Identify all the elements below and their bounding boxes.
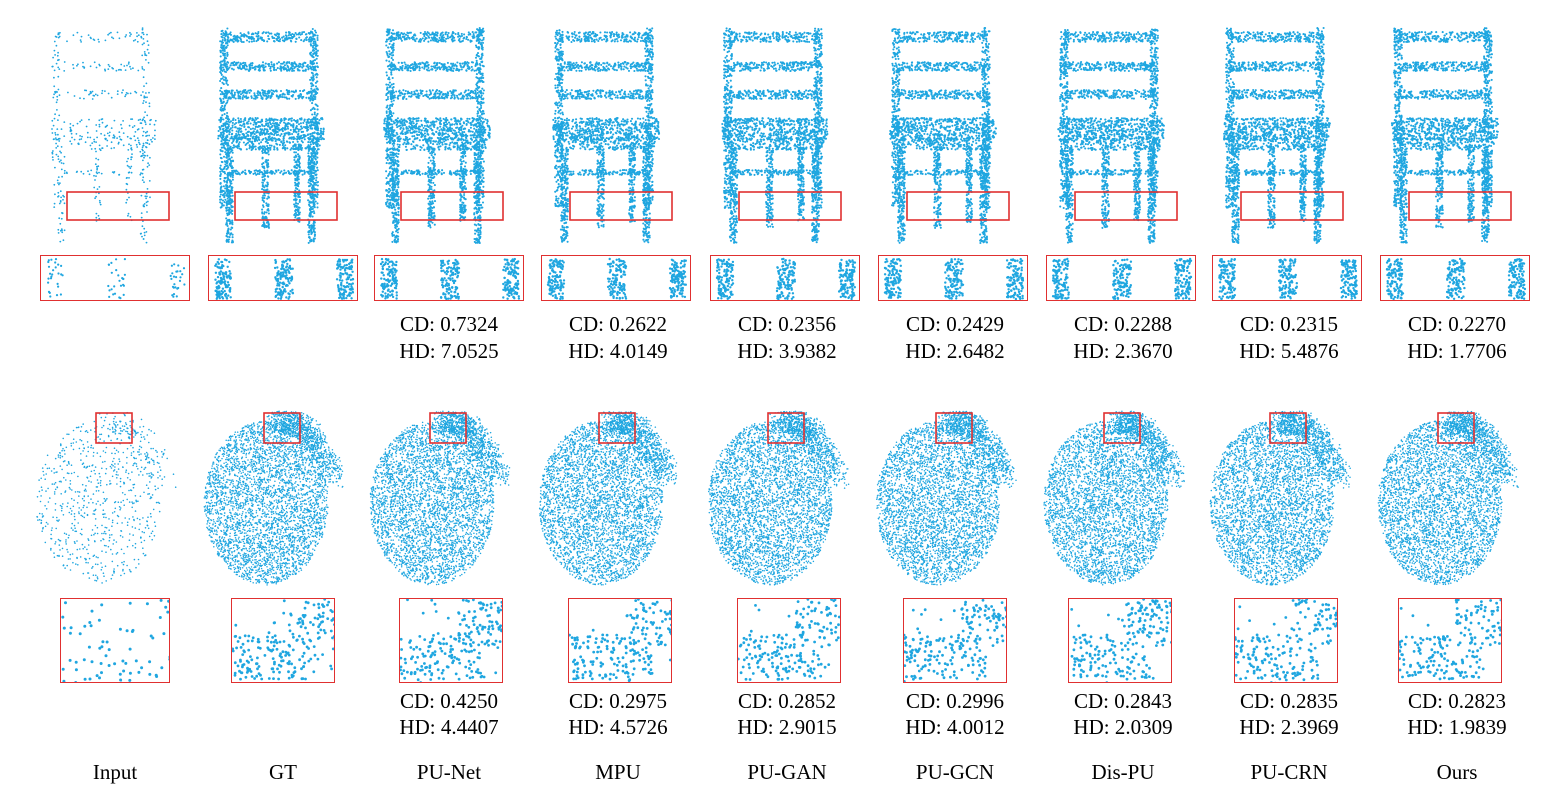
chair-cd-metric: CD: 0.2622 [533, 311, 703, 338]
chair-pointcloud [1372, 20, 1522, 245]
hand-hd-metric: HD: 2.0309 [1038, 714, 1208, 741]
hand-zoom-patch [737, 598, 841, 683]
chair-highlight-box [1241, 192, 1343, 220]
hand-cd-metric: CD: 0.4250 [364, 688, 534, 715]
chair-hd-metric: HD: 5.4876 [1204, 338, 1374, 365]
chair-cd-metric: CD: 0.2356 [702, 311, 872, 338]
chair-zoom-patch [1212, 255, 1362, 301]
chair-zoom-patch [40, 255, 190, 301]
chair-highlight-box [570, 192, 672, 220]
chair-highlight-box [907, 192, 1009, 220]
chair-hd-metric: HD: 1.7706 [1372, 338, 1542, 365]
chair-zoom-patch [208, 255, 358, 301]
method-label: GT [198, 760, 368, 785]
hand-pointcloud [198, 385, 358, 595]
method-column-dis-pu: CD: 0.2288 HD: 2.3670 CD: 0.2843 HD: 2.0… [1038, 0, 1208, 802]
method-label: Dis-PU [1038, 760, 1208, 785]
hand-zoom-patch [568, 598, 672, 683]
hand-hd-metric: HD: 2.9015 [702, 714, 872, 741]
hand-zoom-patch [903, 598, 1007, 683]
method-label: Input [30, 760, 200, 785]
method-label: Ours [1372, 760, 1542, 785]
chair-zoom-patch [541, 255, 691, 301]
chair-pointcloud [702, 20, 852, 245]
method-column-pu-net: CD: 0.7324 HD: 7.0525 CD: 0.4250 HD: 4.4… [364, 0, 534, 802]
chair-hd-metric: HD: 2.3670 [1038, 338, 1208, 365]
chair-highlight-box [235, 192, 337, 220]
hand-pointcloud [533, 385, 693, 595]
chair-zoom-patch [878, 255, 1028, 301]
hand-pointcloud [30, 385, 190, 595]
hand-cd-metric: CD: 0.2975 [533, 688, 703, 715]
hand-hd-metric: HD: 4.0012 [870, 714, 1040, 741]
hand-hd-metric: HD: 1.9839 [1372, 714, 1542, 741]
chair-hd-metric: HD: 2.6482 [870, 338, 1040, 365]
chair-pointcloud [198, 20, 348, 245]
chair-highlight-box [401, 192, 503, 220]
hand-zoom-patch [60, 598, 170, 683]
chair-highlight-box [739, 192, 841, 220]
hand-hd-metric: HD: 4.4407 [364, 714, 534, 741]
chair-zoom-patch [1046, 255, 1196, 301]
chair-pointcloud [870, 20, 1020, 245]
method-label: PU-GAN [702, 760, 872, 785]
hand-pointcloud [1038, 385, 1198, 595]
method-label: MPU [533, 760, 703, 785]
hand-cd-metric: CD: 0.2843 [1038, 688, 1208, 715]
method-column-mpu: CD: 0.2622 HD: 4.0149 CD: 0.2975 HD: 4.5… [533, 0, 703, 802]
chair-highlight-box [67, 192, 169, 220]
method-label: PU-GCN [870, 760, 1040, 785]
method-column-input: Input [30, 0, 200, 802]
chair-cd-metric: CD: 0.2270 [1372, 311, 1542, 338]
chair-pointcloud [533, 20, 683, 245]
chair-zoom-patch [374, 255, 524, 301]
method-label: PU-CRN [1204, 760, 1374, 785]
hand-pointcloud [1204, 385, 1364, 595]
chair-pointcloud [1038, 20, 1188, 245]
chair-zoom-patch [710, 255, 860, 301]
hand-hd-metric: HD: 4.5726 [533, 714, 703, 741]
method-column-ours: CD: 0.2270 HD: 1.7706 CD: 0.2823 HD: 1.9… [1372, 0, 1542, 802]
chair-highlight-box [1409, 192, 1511, 220]
hand-zoom-patch [1068, 598, 1172, 683]
hand-pointcloud [364, 385, 524, 595]
chair-hd-metric: HD: 3.9382 [702, 338, 872, 365]
hand-hd-metric: HD: 2.3969 [1204, 714, 1374, 741]
hand-zoom-patch [231, 598, 335, 683]
method-column-pu-gcn: CD: 0.2429 HD: 2.6482 CD: 0.2996 HD: 4.0… [870, 0, 1040, 802]
method-column-gt: GT [198, 0, 368, 802]
hand-cd-metric: CD: 0.2823 [1372, 688, 1542, 715]
chair-cd-metric: CD: 0.7324 [364, 311, 534, 338]
hand-cd-metric: CD: 0.2996 [870, 688, 1040, 715]
hand-pointcloud [870, 385, 1030, 595]
hand-zoom-patch [1234, 598, 1338, 683]
chair-highlight-box [1075, 192, 1177, 220]
chair-cd-metric: CD: 0.2288 [1038, 311, 1208, 338]
hand-pointcloud [702, 385, 862, 595]
chair-cd-metric: CD: 0.2429 [870, 311, 1040, 338]
hand-cd-metric: CD: 0.2835 [1204, 688, 1374, 715]
hand-pointcloud [1372, 385, 1532, 595]
chair-pointcloud [364, 20, 514, 245]
method-label: PU-Net [364, 760, 534, 785]
chair-pointcloud [30, 20, 180, 245]
chair-cd-metric: CD: 0.2315 [1204, 311, 1374, 338]
hand-zoom-patch [1398, 598, 1502, 683]
hand-cd-metric: CD: 0.2852 [702, 688, 872, 715]
method-column-pu-crn: CD: 0.2315 HD: 5.4876 CD: 0.2835 HD: 2.3… [1204, 0, 1374, 802]
chair-hd-metric: HD: 4.0149 [533, 338, 703, 365]
method-column-pu-gan: CD: 0.2356 HD: 3.9382 CD: 0.2852 HD: 2.9… [702, 0, 872, 802]
chair-hd-metric: HD: 7.0525 [364, 338, 534, 365]
hand-zoom-patch [399, 598, 503, 683]
chair-zoom-patch [1380, 255, 1530, 301]
chair-pointcloud [1204, 20, 1354, 245]
